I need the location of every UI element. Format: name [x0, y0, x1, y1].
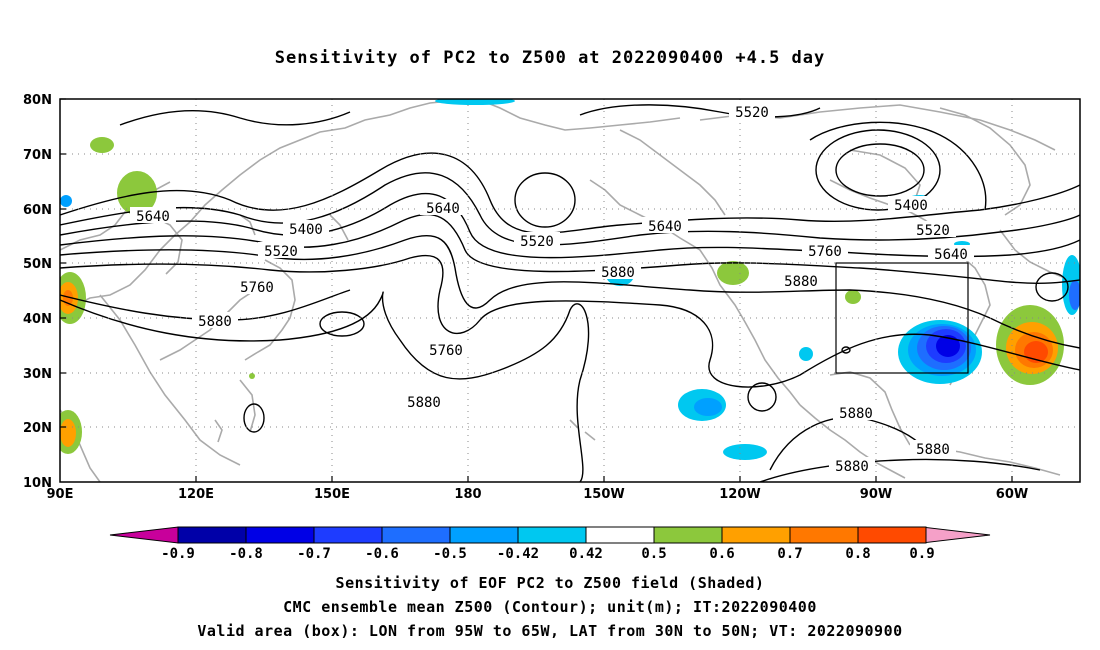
- contour-label: 5760: [808, 244, 842, 260]
- colorbar-segment: [245, 526, 315, 544]
- colorbar-label: -0.42: [497, 546, 539, 562]
- colorbar-label: 0.6: [709, 546, 734, 562]
- contour-label: 5880: [784, 274, 818, 290]
- colorbar-segment: [449, 526, 519, 544]
- colorbar-segment: [585, 526, 655, 544]
- contour-label: 5520: [735, 105, 769, 121]
- figure-title: Sensitivity of PC2 to Z500 at 2022090400…: [274, 48, 826, 68]
- contour-label: 5400: [289, 222, 323, 238]
- colorbar: [109, 526, 991, 544]
- lon-label: 120E: [178, 487, 214, 502]
- contour-label: 5880: [916, 442, 950, 458]
- colorbar-label: 0.8: [845, 546, 870, 562]
- lon-label: 60W: [996, 487, 1028, 502]
- lat-label: 70N: [23, 148, 52, 163]
- contour-label: 5880: [198, 314, 232, 330]
- colorbar-label: -0.6: [365, 546, 399, 562]
- colorbar-segment: [721, 526, 791, 544]
- lon-label: 150E: [314, 487, 350, 502]
- caption-line-3: Valid area (box): LON from 95W to 65W, L…: [197, 622, 903, 640]
- contour-label: 5640: [426, 201, 460, 217]
- lat-label: 80N: [23, 93, 52, 108]
- contour-label: 5640: [136, 209, 170, 225]
- lat-label: 50N: [23, 257, 52, 272]
- lon-label: 180: [454, 487, 481, 502]
- colorbar-label: -0.7: [297, 546, 331, 562]
- colorbar-label: -0.8: [229, 546, 263, 562]
- colorbar-label: 0.9: [909, 546, 934, 562]
- colorbar-segment: [381, 526, 451, 544]
- lat-label: 40N: [23, 312, 52, 327]
- lat-label: 10N: [23, 476, 52, 491]
- contour-label: 5760: [429, 343, 463, 359]
- colorbar-label: 0.5: [641, 546, 666, 562]
- contour-label: 5400: [894, 198, 928, 214]
- valid-area-box: [835, 262, 969, 374]
- colorbar-segment: [177, 526, 247, 544]
- contour-label: 5520: [264, 244, 298, 260]
- plot-area: [60, 99, 1080, 482]
- colorbar-high-triangle: [921, 526, 991, 544]
- colorbar-segment: [857, 526, 927, 544]
- contour-label: 5880: [601, 265, 635, 281]
- colorbar-labels: -0.9 -0.8 -0.7 -0.6 -0.5 -0.42 0.42 0.5 …: [161, 546, 935, 562]
- contour-label: 5640: [934, 247, 968, 263]
- plot-frame: [59, 98, 1081, 483]
- lon-label: 90W: [860, 487, 892, 502]
- contour-label: 5520: [520, 234, 554, 250]
- lon-label: 90E: [47, 487, 74, 502]
- longitude-labels: 90E 120E 150E 180 150W 120W 90W 60W: [47, 487, 1029, 502]
- contour-label: 5880: [407, 395, 441, 411]
- colorbar-low-triangle: [109, 526, 179, 544]
- colorbar-segment: [517, 526, 587, 544]
- lon-label: 120W: [719, 487, 760, 502]
- contour-label: 5880: [839, 406, 873, 422]
- colorbar-label: -0.5: [433, 546, 467, 562]
- lat-label: 60N: [23, 203, 52, 218]
- colorbar-label: 0.7: [777, 546, 802, 562]
- colorbar-segment: [789, 526, 859, 544]
- contour-label: 5760: [240, 280, 274, 296]
- gridlines: [60, 99, 1080, 482]
- colorbar-segment: [313, 526, 383, 544]
- contour-label: 5880: [835, 459, 869, 475]
- colorbar-label: -0.9: [161, 546, 195, 562]
- caption-line-1: Sensitivity of EOF PC2 to Z500 field (Sh…: [335, 574, 765, 592]
- contour-label: 5520: [916, 223, 950, 239]
- lon-label: 150W: [583, 487, 624, 502]
- colorbar-segment: [653, 526, 723, 544]
- latitude-labels: 80N 70N 60N 50N 40N 30N 20N 10N: [23, 93, 52, 491]
- contour-labels: 5520 5400 5520 5640 5640 5400 5520 5640 …: [130, 103, 974, 475]
- tick-marks: [60, 98, 1013, 482]
- colorbar-label: 0.42: [569, 546, 603, 562]
- contour-label: 5640: [648, 219, 682, 235]
- lat-label: 30N: [23, 367, 52, 382]
- lat-label: 20N: [23, 421, 52, 436]
- caption-line-2: CMC ensemble mean Z500 (Contour); unit(m…: [283, 598, 817, 616]
